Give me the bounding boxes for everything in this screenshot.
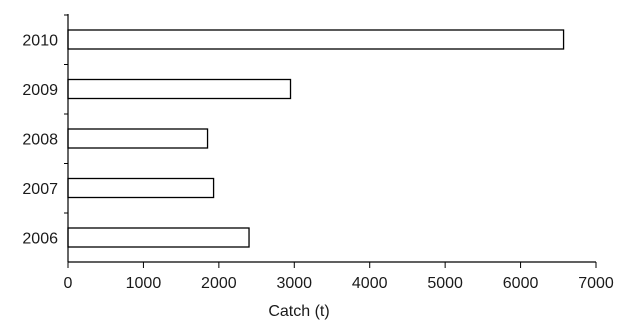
y-ticks-group: 2010 2009 2008 2007 2006 — [22, 14, 68, 248]
x-ticks-group: 0 1000 2000 3000 4000 5000 6000 7000 — [64, 262, 614, 292]
bar-2008 — [67, 128, 209, 149]
y-tick-label-2007: 2007 — [22, 181, 58, 198]
bar-2006 — [67, 227, 250, 248]
axes-group — [67, 14, 596, 263]
x-tick-label-3000: 3000 — [276, 275, 312, 292]
x-tick-label-0: 0 — [64, 275, 73, 292]
x-tick-label-4000: 4000 — [352, 275, 388, 292]
bars-group — [67, 29, 565, 248]
y-tick-label-2008: 2008 — [22, 132, 58, 149]
x-tick-label-2000: 2000 — [201, 275, 237, 292]
bar-2010 — [67, 29, 565, 50]
bar-2007 — [67, 177, 215, 199]
bar-2009 — [67, 78, 292, 100]
x-tick-label-5000: 5000 — [427, 275, 463, 292]
x-tick-label-1000: 1000 — [126, 275, 162, 292]
x-tick-label-7000: 7000 — [578, 275, 614, 292]
y-tick-label-2009: 2009 — [22, 82, 58, 99]
y-tick-label-2010: 2010 — [22, 33, 58, 50]
y-tick-label-2006: 2006 — [22, 231, 58, 248]
x-axis-label: Catch (t) — [268, 303, 329, 320]
x-tick-label-6000: 6000 — [503, 275, 539, 292]
